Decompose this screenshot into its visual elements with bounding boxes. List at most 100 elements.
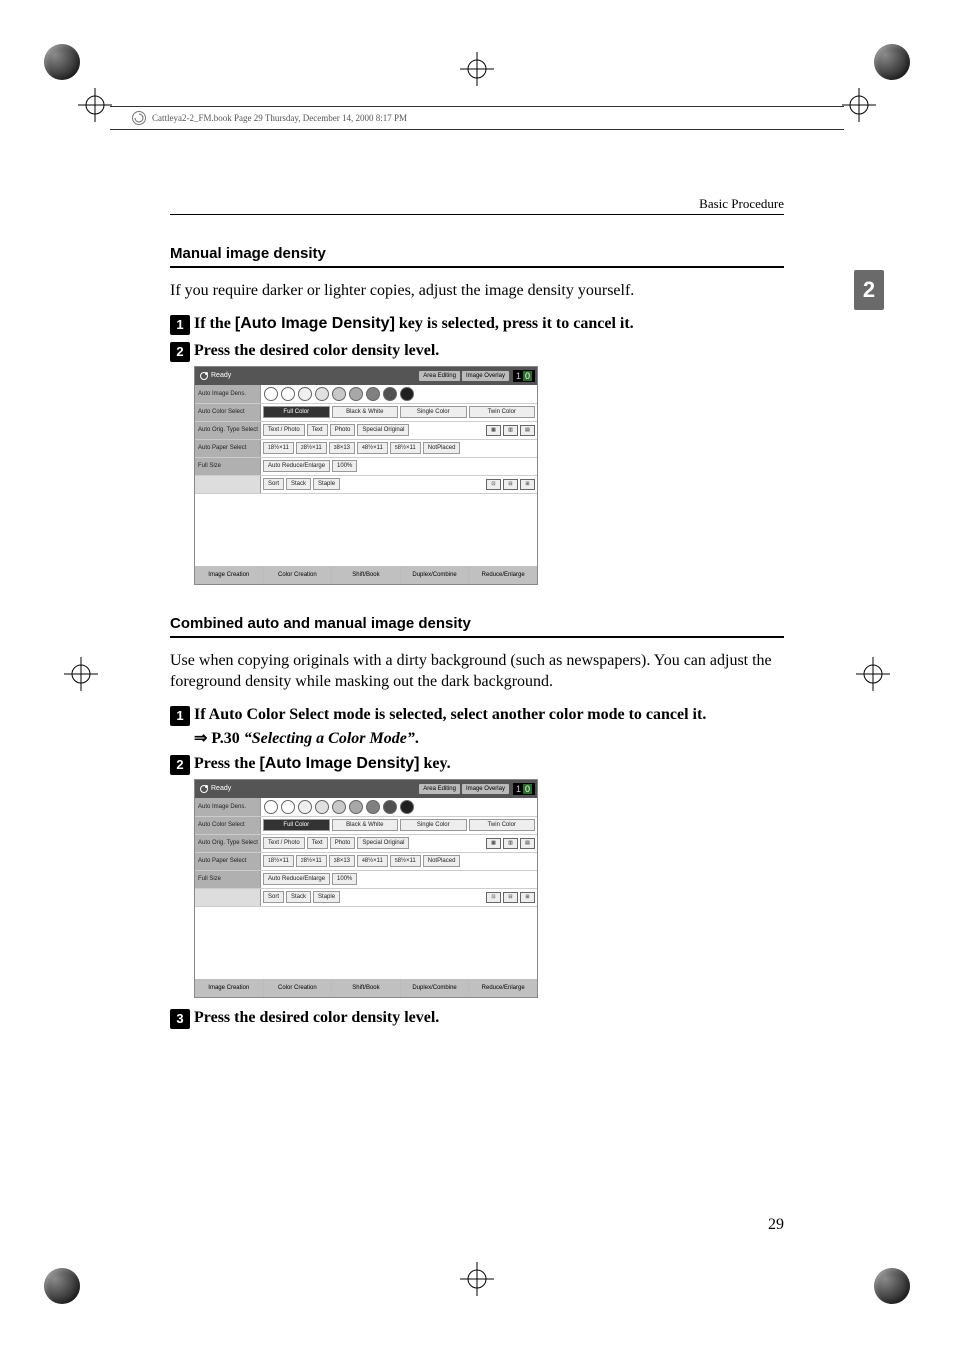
panel-option-button[interactable]: Stack xyxy=(286,891,311,903)
step-reference: ⇒ P.30 “Selecting a Color Mode”. xyxy=(194,728,784,748)
panel-option-button[interactable]: Photo xyxy=(330,837,356,849)
panel-bottom-tab[interactable]: Reduce/Enlarge xyxy=(469,979,537,997)
paper-tray-button[interactable]: 2 8½×11 xyxy=(296,855,327,867)
step-2: 2 Press the desired color density level. xyxy=(170,341,784,362)
panel-option-button[interactable]: Single Color xyxy=(400,819,467,831)
panel-option-button[interactable]: Single Color xyxy=(400,406,467,418)
panel-option-button[interactable]: Auto Reduce/Enlarge xyxy=(263,460,330,472)
panel-option-button[interactable]: Photo xyxy=(330,424,356,436)
density-step[interactable] xyxy=(264,387,278,401)
density-step[interactable] xyxy=(298,387,312,401)
density-step[interactable] xyxy=(298,800,312,814)
orientation-icon[interactable]: ▦ xyxy=(486,425,501,436)
panel-top-button[interactable]: Image Overlay xyxy=(462,784,509,794)
paper-tray-button[interactable]: 5 8½×11 xyxy=(390,855,421,867)
paper-tray-button[interactable]: 4 8½×11 xyxy=(357,442,388,454)
orientation-icon[interactable]: ▥ xyxy=(503,838,518,849)
staple-position-icon[interactable]: ⊞ xyxy=(520,892,535,903)
panel-bottom-tab[interactable]: Shift/Book xyxy=(332,979,401,997)
panel-option-button[interactable]: Text xyxy=(307,424,328,436)
ready-indicator: Ready xyxy=(197,372,417,380)
panel-option-button[interactable]: Full Color xyxy=(263,819,330,831)
density-step[interactable] xyxy=(383,387,397,401)
density-step[interactable] xyxy=(281,800,295,814)
panel-option-button[interactable]: 100% xyxy=(332,460,357,472)
paper-tray-button[interactable]: 5 8½×11 xyxy=(390,442,421,454)
panel-option-button[interactable]: Staple xyxy=(313,891,340,903)
density-step[interactable] xyxy=(366,387,380,401)
panel-option-button[interactable]: Full Color xyxy=(263,406,330,418)
paper-tray-button[interactable]: NotPlaced xyxy=(423,442,461,454)
panel-option-button[interactable]: Staple xyxy=(313,478,340,490)
panel-option-button[interactable]: Special Original xyxy=(357,424,409,436)
staple-position-icon[interactable]: ⊡ xyxy=(486,892,501,903)
row-label[interactable]: Full Size xyxy=(195,871,261,888)
density-step[interactable] xyxy=(332,800,346,814)
row-label[interactable]: Auto Color Select xyxy=(195,404,261,421)
orientation-icon[interactable]: ▥ xyxy=(503,425,518,436)
row-cells: 1 8½×112 8½×113 8×134 8½×115 8½×11NotPla… xyxy=(261,853,537,870)
staple-position-icon[interactable]: ⊡ xyxy=(486,479,501,490)
paper-tray-button[interactable]: 4 8½×11 xyxy=(357,855,388,867)
staple-position-icon[interactable]: ⊟ xyxy=(503,479,518,490)
density-scale[interactable] xyxy=(261,385,537,403)
orientation-icon[interactable]: ▤ xyxy=(520,838,535,849)
row-cells: SortStackStaple ⊡⊟⊞ xyxy=(261,476,537,493)
density-step[interactable] xyxy=(264,800,278,814)
row-label[interactable]: Auto Color Select xyxy=(195,817,261,834)
paper-tray-button[interactable]: NotPlaced xyxy=(423,855,461,867)
panel-bottom-tab[interactable]: Image Creation xyxy=(195,566,264,584)
density-step[interactable] xyxy=(349,387,363,401)
panel-option-button[interactable]: Stack xyxy=(286,478,311,490)
paper-tray-button[interactable]: 1 8½×11 xyxy=(263,855,294,867)
paper-tray-button[interactable]: 3 8×13 xyxy=(329,442,355,454)
row-label[interactable]: Full Size xyxy=(195,458,261,475)
paper-tray-button[interactable]: 1 8½×11 xyxy=(263,442,294,454)
density-step[interactable] xyxy=(366,800,380,814)
panel-option-button[interactable]: Auto Reduce/Enlarge xyxy=(263,873,330,885)
panel-option-button[interactable]: 100% xyxy=(332,873,357,885)
orientation-icon[interactable]: ▤ xyxy=(520,425,535,436)
step-suffix: key is selected, press it to cancel it. xyxy=(395,315,634,332)
row-label[interactable]: Auto Orig. Type Select xyxy=(195,835,261,852)
panel-option-button[interactable]: Sort xyxy=(263,478,284,490)
panel-bottom-tab[interactable]: Duplex/Combine xyxy=(401,979,470,997)
staple-position-icon[interactable]: ⊞ xyxy=(520,479,535,490)
panel-option-button[interactable]: Twin Color xyxy=(469,406,536,418)
paper-tray-button[interactable]: 3 8×13 xyxy=(329,855,355,867)
density-step[interactable] xyxy=(281,387,295,401)
panel-top-button[interactable]: Area Editing xyxy=(419,784,460,794)
panel-bottom-tab[interactable]: Reduce/Enlarge xyxy=(469,566,537,584)
density-step[interactable] xyxy=(383,800,397,814)
panel-bottom-tab[interactable]: Image Creation xyxy=(195,979,264,997)
density-scale[interactable] xyxy=(261,798,537,816)
row-label[interactable]: Auto Paper Select xyxy=(195,853,261,870)
density-step[interactable] xyxy=(349,800,363,814)
density-step[interactable] xyxy=(315,387,329,401)
density-step[interactable] xyxy=(315,800,329,814)
panel-option-button[interactable]: Black & White xyxy=(332,819,399,831)
panel-bottom-tab[interactable]: Shift/Book xyxy=(332,566,401,584)
staple-position-icon[interactable]: ⊟ xyxy=(503,892,518,903)
density-step[interactable] xyxy=(400,800,414,814)
panel-bottom-tab[interactable]: Color Creation xyxy=(264,566,333,584)
orientation-icon[interactable]: ▦ xyxy=(486,838,501,849)
panel-option-button[interactable]: Sort xyxy=(263,891,284,903)
density-step[interactable] xyxy=(332,387,346,401)
panel-option-button[interactable]: Text / Photo xyxy=(263,424,305,436)
row-label[interactable]: Auto Orig. Type Select xyxy=(195,422,261,439)
panel-option-button[interactable]: Text xyxy=(307,837,328,849)
panel-bottom-tab[interactable]: Color Creation xyxy=(264,979,333,997)
panel-option-button[interactable]: Special Original xyxy=(357,837,409,849)
panel-top-button[interactable]: Area Editing xyxy=(419,371,460,381)
row-label[interactable]: Auto Image Dens. xyxy=(195,798,261,816)
paper-tray-button[interactable]: 2 8½×11 xyxy=(296,442,327,454)
row-label[interactable]: Auto Image Dens. xyxy=(195,385,261,403)
panel-option-button[interactable]: Black & White xyxy=(332,406,399,418)
panel-top-button[interactable]: Image Overlay xyxy=(462,371,509,381)
panel-option-button[interactable]: Twin Color xyxy=(469,819,536,831)
row-label[interactable]: Auto Paper Select xyxy=(195,440,261,457)
density-step[interactable] xyxy=(400,387,414,401)
panel-option-button[interactable]: Text / Photo xyxy=(263,837,305,849)
panel-bottom-tab[interactable]: Duplex/Combine xyxy=(401,566,470,584)
